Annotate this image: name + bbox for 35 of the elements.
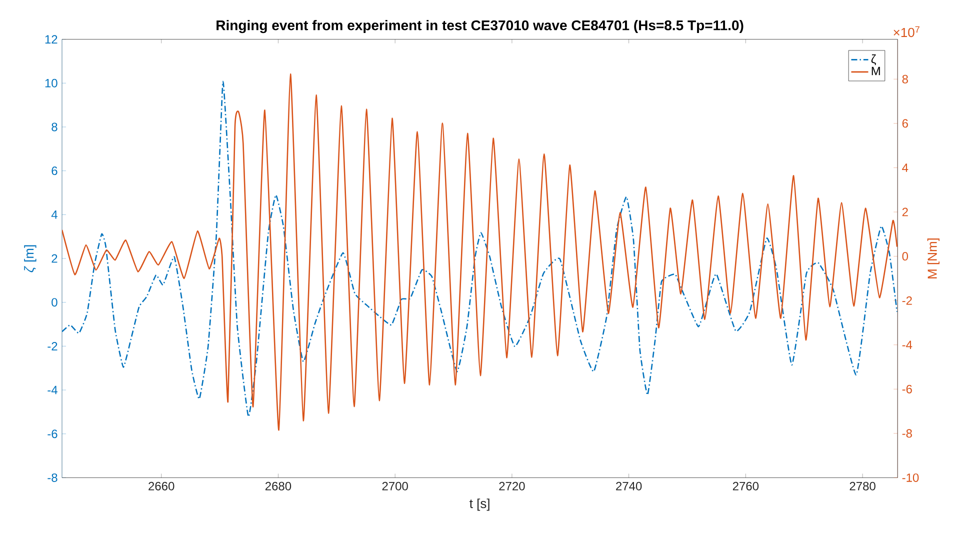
y-tick-label: 2 bbox=[52, 254, 58, 263]
x-tick-label: 2660 bbox=[148, 482, 174, 490]
x-tick-label: 2720 bbox=[499, 482, 525, 490]
y-tick-label: -2 bbox=[48, 342, 58, 350]
y-tick-label: 6 bbox=[52, 166, 58, 176]
y-tick-label: 4 bbox=[51, 210, 58, 219]
x-tick-label: 2740 bbox=[616, 482, 642, 490]
y-axis-title: ζ [m] bbox=[24, 245, 36, 272]
y2-tick-label: 4 bbox=[902, 164, 908, 172]
y-tick-label: -6 bbox=[48, 430, 58, 438]
y2-tick-label: 8 bbox=[902, 74, 908, 84]
y2-tick-label: 6 bbox=[902, 119, 908, 128]
y2-tick-label: -8 bbox=[902, 429, 912, 438]
y-tick-label: 0 bbox=[52, 298, 58, 307]
y-tick-label: 10 bbox=[45, 78, 58, 88]
text: ×10$^{7}$ bbox=[894, 26, 920, 38]
y-tick-label: -8 bbox=[48, 473, 58, 482]
x-tick-label: 2760 bbox=[732, 482, 759, 490]
x-tick-label: 2780 bbox=[850, 482, 876, 490]
y2-axis-title: M [Nm] bbox=[927, 238, 940, 278]
y2-tick-label: -6 bbox=[902, 384, 912, 394]
x-tick-label: 2700 bbox=[382, 482, 408, 490]
x-axis-title: t [s] bbox=[470, 498, 490, 511]
x-tick-label: 2680 bbox=[265, 482, 292, 490]
y-tick-label: -4 bbox=[48, 386, 58, 394]
chart-title: Ringing event from experiment in test CE37010 wave CE84701 (Hs=8.5 Tp=11.0) bbox=[216, 20, 744, 34]
y2-tick-label: -10 bbox=[902, 473, 919, 482]
y2-tick-label: -2 bbox=[902, 296, 912, 305]
y2-tick-label: 0 bbox=[902, 252, 908, 261]
y-tick-label: 8 bbox=[52, 122, 58, 132]
legend-label: ζ bbox=[871, 54, 876, 66]
y2-tick-label: 2 bbox=[902, 208, 908, 216]
legend-label: M bbox=[872, 66, 880, 76]
y-tick-label: 12 bbox=[45, 35, 58, 44]
y2-tick-label: -4 bbox=[902, 340, 912, 349]
